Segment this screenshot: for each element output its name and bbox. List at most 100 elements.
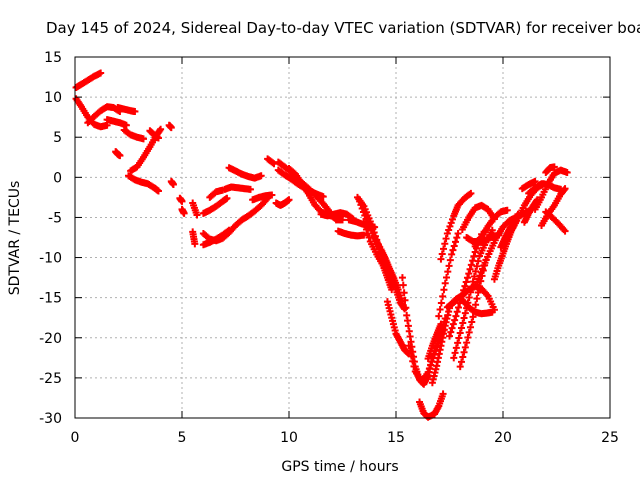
data-point-marker <box>157 125 165 133</box>
data-series <box>72 69 571 421</box>
data-point-marker <box>474 257 482 265</box>
data-point-marker <box>400 289 408 297</box>
series-arc-b8 <box>199 226 233 249</box>
series-arc-g12 <box>542 163 558 177</box>
data-point-marker <box>503 206 511 214</box>
plot-frame <box>74 56 611 419</box>
series-arc-g11 <box>542 208 569 235</box>
data-point-marker <box>131 108 139 116</box>
data-point-marker <box>448 250 456 258</box>
y-tick-label: -15 <box>39 291 62 307</box>
data-point-marker <box>446 332 453 340</box>
series-arc-e4 <box>428 304 453 387</box>
data-point-marker <box>410 362 418 370</box>
data-point-marker <box>425 365 433 373</box>
x-tick-label: 10 <box>280 430 298 446</box>
y-axis-label: SDTVAR / TECUs <box>7 181 23 296</box>
data-point-marker <box>361 212 369 220</box>
data-point-marker <box>437 320 445 328</box>
data-point-marker <box>563 169 571 177</box>
data-point-marker <box>193 211 201 219</box>
data-point-marker <box>455 334 463 342</box>
series-arc-a6 <box>120 126 147 143</box>
data-point-marker <box>465 294 473 302</box>
data-point-marker <box>436 306 444 314</box>
data-point-marker <box>467 189 475 197</box>
data-point-marker <box>448 215 456 223</box>
data-point-marker <box>191 240 199 248</box>
data-point-marker <box>473 262 481 270</box>
data-point-marker <box>473 295 481 303</box>
data-point-marker <box>399 281 407 289</box>
data-point-marker <box>424 368 432 376</box>
series-arc-g10 <box>538 185 569 229</box>
y-tick-label: 15 <box>44 50 62 66</box>
data-point-marker <box>246 185 254 193</box>
x-tick-label: 5 <box>178 430 187 446</box>
axis-ticks: 0 5 10 15 20 25 15 10 5 0 -5 -10 -15 -20 -25 -30 <box>39 50 619 446</box>
data-point-marker <box>409 357 417 365</box>
data-point-marker <box>437 255 445 263</box>
data-point-marker <box>225 226 233 234</box>
data-point-marker <box>454 303 462 311</box>
data-point-marker <box>478 265 486 273</box>
series-arc-c5 <box>317 209 357 223</box>
data-point-marker <box>364 229 372 237</box>
data-point-marker <box>268 191 276 199</box>
data-point-marker <box>438 250 446 258</box>
data-point-marker <box>465 270 473 278</box>
data-point-marker <box>450 242 458 250</box>
data-point-marker <box>477 268 485 276</box>
data-point-marker <box>401 296 409 304</box>
data-point-marker <box>139 135 147 143</box>
data-point-marker <box>463 274 471 282</box>
data-point-marker <box>466 265 474 273</box>
series-arc-f1 <box>437 189 475 263</box>
grid-lines <box>75 57 610 418</box>
data-point-marker <box>435 312 443 320</box>
data-point-marker <box>359 208 367 216</box>
series-arc-b1 <box>176 194 186 205</box>
data-point-marker <box>453 234 461 242</box>
data-point-marker <box>454 339 462 347</box>
data-point-marker <box>452 312 460 320</box>
x-axis-label: GPS time / hours <box>281 459 398 475</box>
data-point-marker <box>360 231 368 239</box>
data-point-marker <box>154 134 162 142</box>
series-arc-e5 <box>424 320 445 363</box>
data-point-marker <box>452 344 460 352</box>
data-point-marker <box>319 193 327 201</box>
series-arc-d6 <box>383 298 413 358</box>
data-point-marker <box>443 229 451 237</box>
data-point-marker <box>460 348 468 356</box>
data-point-marker <box>448 324 456 332</box>
data-point-marker <box>445 226 453 234</box>
series-arc-a11 <box>165 121 175 132</box>
series-arc-c3 <box>272 196 293 209</box>
data-point-marker <box>461 343 469 351</box>
data-point-marker <box>488 226 496 234</box>
series-arc-b12 <box>264 155 278 168</box>
data-point-marker <box>446 222 454 230</box>
data-point-marker <box>169 181 177 189</box>
data-point-marker <box>440 286 448 294</box>
data-point-marker <box>398 274 406 282</box>
data-point-marker <box>468 318 476 326</box>
data-point-marker <box>456 363 464 371</box>
data-point-marker <box>154 187 162 195</box>
series-arc-e3 <box>416 390 447 421</box>
y-tick-label: 10 <box>44 90 62 106</box>
data-point-marker <box>467 261 475 269</box>
series-arc-g5 <box>508 180 548 234</box>
data-point-marker <box>461 309 469 317</box>
data-point-marker <box>457 324 465 332</box>
y-tick-label: 5 <box>53 130 62 146</box>
data-point-marker <box>456 329 464 337</box>
y-tick-label: 0 <box>53 170 62 186</box>
series-arc-f8 <box>458 296 496 318</box>
data-point-marker <box>358 204 366 212</box>
data-point-marker <box>464 333 472 341</box>
data-point-marker <box>460 314 468 322</box>
y-tick-label: -20 <box>39 331 62 347</box>
